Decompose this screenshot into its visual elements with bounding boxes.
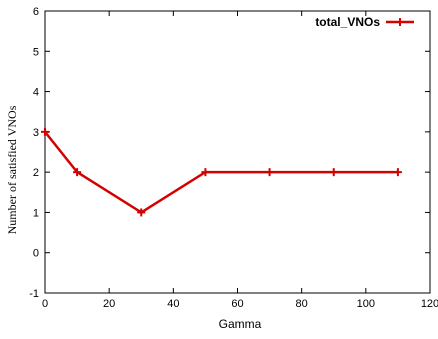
data-point-marker — [201, 168, 210, 177]
y-tick-label: 0 — [33, 248, 39, 260]
plot-border — [44, 10, 431, 294]
data-point-marker — [393, 168, 402, 177]
x-tick-label: 20 — [103, 298, 115, 310]
series-line-total_VNOs — [44, 131, 398, 214]
y-tick-label: 2 — [33, 167, 39, 179]
x-tick-label: 120 — [421, 298, 438, 310]
y-tick-label: 6 — [33, 6, 39, 18]
data-point-marker — [329, 168, 338, 177]
data-point-marker — [137, 208, 146, 217]
axis-ticks — [44, 10, 431, 294]
x-tick-label: 80 — [296, 298, 308, 310]
x-tick-label: 60 — [231, 298, 243, 310]
x-axis-title: Gamma — [219, 317, 262, 331]
legend: total_VNOs — [315, 15, 414, 29]
x-tick-label: 40 — [167, 298, 179, 310]
y-tick-label: 3 — [33, 127, 39, 139]
y-axis-title: Number of satisfied VNOs — [5, 105, 19, 234]
legend-label: total_VNOs — [315, 15, 380, 29]
data-point-marker — [265, 168, 274, 177]
plot-frame — [44, 10, 431, 294]
y-tick-label: 5 — [33, 46, 39, 58]
x-tick-label: 100 — [357, 298, 375, 310]
y-tick-label: 1 — [33, 207, 39, 219]
data-point-marker — [41, 127, 49, 136]
series-layer — [41, 127, 402, 217]
x-tick-label: 0 — [42, 298, 48, 310]
data-point-marker — [73, 168, 82, 177]
y-tick-label: -1 — [29, 288, 39, 300]
y-tick-label: 4 — [33, 87, 39, 99]
